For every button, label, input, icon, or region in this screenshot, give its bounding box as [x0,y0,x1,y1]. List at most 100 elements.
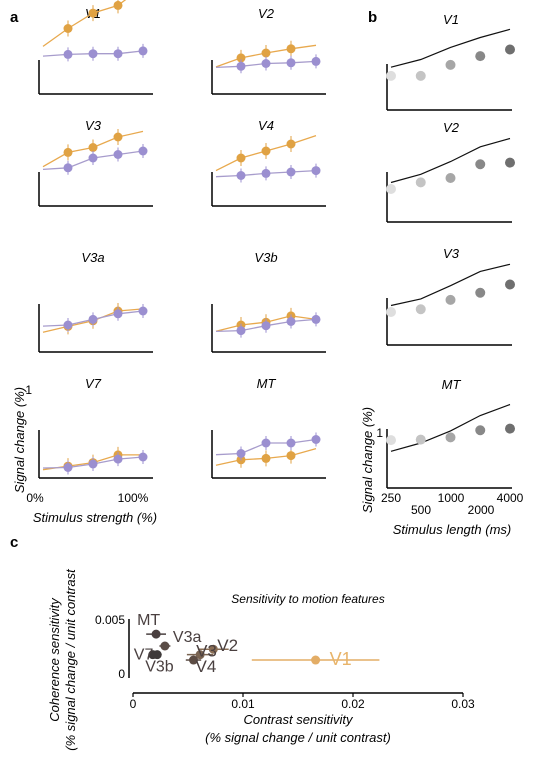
sensitivity-mt: MT [137,612,166,639]
contrast-point [286,317,296,326]
subplot-title: MT [442,377,462,392]
contrast-point [311,435,321,444]
subplot-title: V3 [85,118,102,133]
panel-a-ylabel: Signal change (%) [12,387,27,493]
sensitivity-v4: V4 [185,655,217,676]
contrast-point [88,153,98,163]
panel-b-xtick-1000: 1000 [438,491,465,505]
contrast-point [311,166,321,176]
contrast-point [63,320,73,330]
contrast-point [138,306,148,316]
length-point [505,423,515,434]
length-subplot-mt: MT [386,377,515,489]
contrast-point [138,46,148,56]
sensitivity-point [208,644,218,654]
model-line [390,137,511,184]
coherence-point [88,8,98,18]
contrast-point [236,449,246,458]
panel-a-ytick-1: 1 [25,383,32,397]
subplot-v1: V1 [38,0,153,95]
coherence-point [286,139,296,149]
coherence-point [63,24,73,33]
sensitivity-point [311,655,321,665]
model-line [390,403,511,452]
length-point [505,279,515,290]
length-point [475,287,486,298]
contrast-point [113,49,123,59]
contrast-point [138,146,148,156]
length-point [415,177,426,188]
contrast-point [261,438,271,448]
subplot-v7: V7 [38,376,153,479]
length-point [505,157,515,168]
contrast-point [311,56,321,66]
subplot-v3a: V3a [38,250,153,353]
panel-a-xlabel: Stimulus strength (%) [33,510,157,525]
subplot-v4: V4 [211,118,326,207]
contrast-point [286,58,296,68]
panel-c-ytick-0.005: 0.005 [95,613,125,627]
panel-b-xtick-2000: 2000 [468,503,495,517]
length-point [445,294,456,305]
contrast-point [236,326,246,336]
contrast-point [88,49,98,59]
subplot-title: V2 [443,120,460,135]
subplot-title: V2 [258,6,275,21]
sensitivity-label: V3b [145,659,174,676]
panel-letter-c: c [10,534,18,551]
coherence-point [286,451,296,461]
panel-c-xtick-0.03: 0.03 [451,697,475,711]
length-point [475,425,486,436]
sensitivity-point [189,655,198,665]
model-line [390,28,511,68]
contrast-point [88,314,98,324]
contrast-point [286,167,296,177]
contrast-point [88,459,98,469]
length-point [415,304,426,315]
subplot-title: V3 [443,246,460,261]
contrast-point [63,463,73,472]
panel-c-ylabel: Coherence sensitivity [47,597,62,722]
length-point [386,435,396,446]
subplot-title: V3b [254,250,277,265]
contrast-point [113,454,123,464]
panel-c-title: Sensitivity to motion features [231,592,384,606]
sensitivity-label: V3 [196,642,217,661]
length-point [415,434,426,445]
coherence-point [63,147,73,157]
panel-b-ytick-1: 1 [376,426,383,440]
panel-c-xtick-0: 0 [130,697,137,711]
contrast-point [311,314,321,324]
panel-b: Signal change (%) 1 250 500 1000 2000 40… [360,12,524,537]
contrast-point [236,61,246,71]
sensitivity-label: MT [137,612,160,629]
coherence-point [113,132,123,142]
length-subplot-v3: V3 [386,246,515,346]
sensitivity-point [195,650,205,660]
coherence-point [261,453,271,463]
sensitivity-v2: V2 [197,636,238,655]
panel-b-xtick-4000: 4000 [497,491,524,505]
contrast-point [63,49,73,59]
panel-a: Signal change (%) 0% 100% Stimulus stren… [12,0,326,525]
panel-b-ylabel: Signal change (%) [360,407,375,513]
panel-c-xtick-0.01: 0.01 [231,697,255,711]
sensitivity-label: V4 [196,657,217,676]
length-subplot-v1: V1 [386,12,515,111]
subplot-title: V1 [443,12,459,27]
length-point [445,59,456,70]
contrast-point [236,171,246,180]
sensitivity-v3: V3 [186,642,217,661]
subplot-v3: V3 [38,118,153,207]
contrast-point [113,150,123,159]
length-point [386,70,396,81]
coherence-point [261,48,271,58]
length-point [415,70,426,81]
sensitivity-label: V7 [134,647,154,664]
length-point [445,432,456,443]
contrast-point [63,163,73,173]
length-point [386,184,396,194]
contrast-point [286,438,296,448]
panel-c: Sensitivity to motion features Coherence… [47,568,475,751]
coherence-point [286,44,296,54]
